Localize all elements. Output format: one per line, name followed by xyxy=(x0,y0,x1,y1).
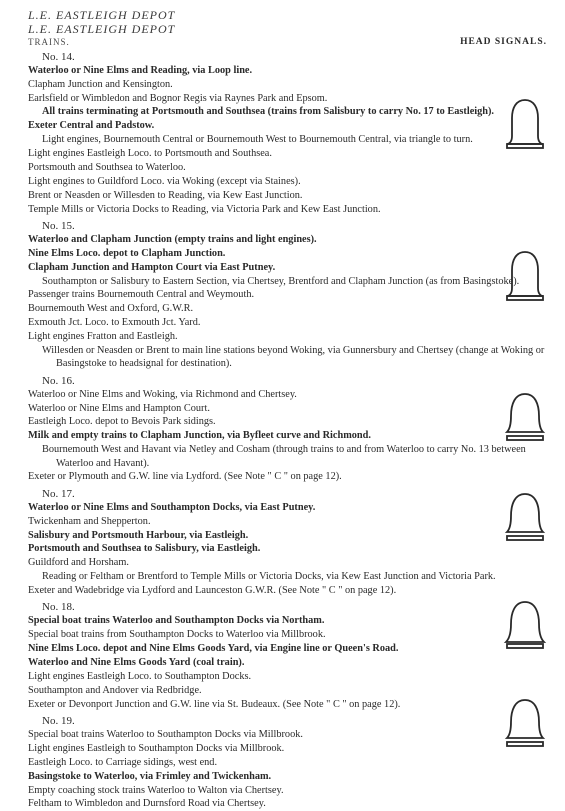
text-line: Eastleigh Loco. to Carriage sidings, wes… xyxy=(28,756,547,769)
text-line: Portsmouth and Southsea to Waterloo. xyxy=(28,161,547,174)
head-signals-heading: HEAD SIGNALS. xyxy=(460,37,547,47)
text-line: Waterloo or Nine Elms and Southampton Do… xyxy=(28,501,547,514)
text-line: Guildford and Horsham. xyxy=(28,556,547,569)
section-number: No. 19. xyxy=(28,715,547,727)
text-line: Bournemouth West and Havant via Netley a… xyxy=(28,443,547,470)
text-line: Exeter or Plymouth and G.W. line via Lyd… xyxy=(28,470,547,483)
head-signal-icon xyxy=(503,488,547,542)
handwritten-note-1: L.E. EASTLEIGH DEPOT xyxy=(28,8,547,22)
text-line: Milk and empty trains to Clapham Junctio… xyxy=(28,429,547,442)
text-line: Brent or Neasden or Willesden to Reading… xyxy=(28,189,547,202)
text-line: Passenger trains Bournemouth Central and… xyxy=(28,288,547,301)
text-line: Salisbury and Portsmouth Harbour, via Ea… xyxy=(28,529,547,542)
text-line: Light engines, Bournemouth Central or Bo… xyxy=(28,133,547,146)
text-line: Feltham to Wimbledon and Durnsford Road … xyxy=(28,797,547,810)
text-line: Light engines to Guildford Loco. via Wok… xyxy=(28,175,547,188)
text-line: Bournemouth West and Oxford, G.W.R. xyxy=(28,302,547,315)
text-line: Waterloo or Nine Elms and Woking, via Ri… xyxy=(28,388,547,401)
text-line: Special boat trains Waterloo and Southam… xyxy=(28,614,547,627)
section-number: No. 18. xyxy=(28,601,547,613)
section-number: No. 14. xyxy=(28,51,547,63)
text-line: Exeter and Wadebridge via Lydford and La… xyxy=(28,584,547,597)
text-line: Waterloo and Clapham Junction (empty tra… xyxy=(28,233,547,246)
text-line: Temple Mills or Victoria Docks to Readin… xyxy=(28,203,547,216)
head-signal-icon xyxy=(503,96,547,150)
head-signal-icon xyxy=(503,694,547,748)
text-line: Southampton or Salisbury to Eastern Sect… xyxy=(28,275,547,288)
trains-heading: TRAINS. xyxy=(28,37,70,47)
handwritten-note-2: L.E. EASTLEIGH DEPOT xyxy=(28,22,547,36)
text-line: Basingstoke to Waterloo, via Frimley and… xyxy=(28,770,547,783)
text-line: Southampton and Andover via Redbridge. xyxy=(28,684,547,697)
text-line: All trains terminating at Portsmouth and… xyxy=(28,105,547,118)
head-signal-icon xyxy=(503,388,547,442)
text-line: Empty coaching stock trains Waterloo to … xyxy=(28,784,547,797)
text-line: Reading or Feltham or Brentford to Templ… xyxy=(28,570,547,583)
text-line: Nine Elms Loco. depot to Clapham Junctio… xyxy=(28,247,547,260)
head-signal-icon xyxy=(503,596,547,650)
document-body: No. 14.Waterloo or Nine Elms and Reading… xyxy=(28,51,547,811)
text-line: Light engines Eastleigh to Southampton D… xyxy=(28,742,547,755)
text-line: Exmouth Jct. Loco. to Exmouth Jct. Yard. xyxy=(28,316,547,329)
text-line: Twickenham and Shepperton. xyxy=(28,515,547,528)
text-line: Waterloo or Nine Elms and Reading, via L… xyxy=(28,64,547,77)
text-line: Clapham Junction and Hampton Court via E… xyxy=(28,261,547,274)
text-line: Light engines Eastleigh Loco. to Portsmo… xyxy=(28,147,547,160)
text-line: Willesden or Neasden or Brent to main li… xyxy=(28,344,547,371)
text-line: Special boat trains from Southampton Doc… xyxy=(28,628,547,641)
text-line: Special boat trains Waterloo to Southamp… xyxy=(28,728,547,741)
text-line: Nine Elms Loco. depot and Nine Elms Good… xyxy=(28,642,547,655)
text-line: Earlsfield or Wimbledon and Bognor Regis… xyxy=(28,92,547,105)
text-line: Exeter or Devonport Junction and G.W. li… xyxy=(28,698,547,711)
text-line: Clapham Junction and Kensington. xyxy=(28,78,547,91)
section-number: No. 16. xyxy=(28,375,547,387)
text-line: Light engines Fratton and Eastleigh. xyxy=(28,330,547,343)
text-line: Portsmouth and Southsea to Salisbury, vi… xyxy=(28,542,547,555)
text-line: Waterloo or Nine Elms and Hampton Court. xyxy=(28,402,547,415)
text-line: Light engines Eastleigh Loco. to Southam… xyxy=(28,670,547,683)
section-number: No. 15. xyxy=(28,220,547,232)
text-line: Eastleigh Loco. depot to Bevois Park sid… xyxy=(28,415,547,428)
text-line: Exeter Central and Padstow. xyxy=(28,119,547,132)
head-signal-icon xyxy=(503,248,547,302)
section-number: No. 17. xyxy=(28,488,547,500)
text-line: Waterloo and Nine Elms Goods Yard (coal … xyxy=(28,656,547,669)
